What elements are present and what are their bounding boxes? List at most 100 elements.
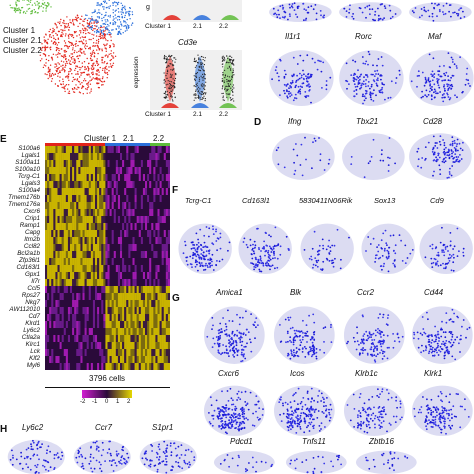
heatmap-cell bbox=[70, 272, 73, 280]
heatmap-cell bbox=[165, 300, 169, 308]
expressing-cell bbox=[461, 149, 464, 151]
expressing-cell bbox=[452, 261, 455, 264]
heatmap-cell bbox=[132, 195, 135, 203]
violin-point bbox=[221, 56, 223, 58]
heatmap-cell bbox=[149, 230, 152, 238]
expressing-cell bbox=[447, 257, 450, 260]
tsne-cell bbox=[112, 64, 114, 67]
heatmap-cell bbox=[78, 209, 81, 217]
violin-point bbox=[231, 59, 233, 61]
tsne-cell bbox=[93, 42, 95, 44]
expressing-cell bbox=[302, 336, 304, 338]
expressing-cell bbox=[197, 269, 199, 272]
heatmap-cell bbox=[80, 202, 83, 210]
heatmap-cell bbox=[103, 195, 106, 203]
expressing-cell bbox=[388, 4, 391, 7]
tsne-cell bbox=[23, 0, 25, 1]
expressing-cell bbox=[301, 338, 304, 341]
expressing-cell bbox=[456, 96, 458, 99]
tsne-cell bbox=[106, 77, 108, 79]
heatmap-cell bbox=[109, 202, 112, 210]
heatmap-cell bbox=[122, 237, 125, 245]
tsne-cell bbox=[46, 5, 49, 7]
tsne-cell bbox=[121, 4, 124, 7]
expressing-cell bbox=[448, 260, 451, 262]
tsne-cell bbox=[68, 29, 70, 31]
heatmap-cell bbox=[65, 181, 69, 189]
heatmap-cell bbox=[97, 167, 100, 175]
tsne-cell bbox=[49, 71, 51, 73]
heatmap-cell bbox=[167, 328, 170, 336]
heatmap-cell bbox=[165, 321, 169, 329]
expressing-cell bbox=[454, 338, 457, 341]
violin-point bbox=[165, 75, 167, 77]
heatmap-cell bbox=[124, 293, 127, 301]
heatmap-cell bbox=[130, 244, 133, 252]
tsne-cell bbox=[99, 36, 102, 38]
tsne-cell bbox=[76, 78, 79, 80]
heatmap-cell bbox=[153, 272, 156, 280]
expressing-cell bbox=[388, 346, 390, 349]
tsne-cell bbox=[79, 22, 81, 25]
expressing-cell bbox=[236, 350, 239, 353]
expressing-cell bbox=[379, 343, 382, 346]
expressing-cell bbox=[295, 143, 297, 145]
expressing-cell bbox=[304, 91, 307, 93]
heatmap-cell bbox=[49, 188, 52, 196]
expressing-cell bbox=[363, 176, 366, 179]
expressing-cell bbox=[422, 350, 425, 352]
heatmap-cell bbox=[155, 335, 158, 343]
tsne-cell bbox=[45, 65, 47, 67]
expressing-cell bbox=[286, 96, 289, 99]
expressing-cell bbox=[380, 239, 383, 242]
violin-point bbox=[224, 77, 226, 79]
heatmap-cell bbox=[70, 286, 73, 294]
expressing-cell bbox=[438, 86, 441, 89]
heatmap-cell bbox=[47, 202, 50, 210]
expressing-cell bbox=[352, 13, 354, 15]
heatmap-cell bbox=[140, 195, 144, 203]
expressing-cell bbox=[433, 340, 436, 343]
expressing-cell bbox=[453, 256, 455, 259]
heatmap-cell bbox=[47, 230, 50, 238]
violin-point bbox=[165, 56, 167, 58]
heatmap-cell bbox=[105, 181, 108, 189]
tsne-cell bbox=[56, 47, 59, 49]
tsne-cell bbox=[109, 63, 112, 65]
heatmap-cell bbox=[84, 342, 87, 350]
heatmap-cell bbox=[82, 349, 85, 357]
expressing-cell bbox=[330, 324, 332, 326]
violin-point bbox=[165, 96, 167, 98]
expressing-cell bbox=[260, 260, 263, 262]
heatmap-cell bbox=[86, 293, 89, 301]
violin-point bbox=[194, 79, 196, 81]
tsne-cell bbox=[100, 31, 103, 33]
expressing-cell bbox=[242, 241, 245, 243]
heatmap-cell bbox=[84, 216, 87, 224]
expressing-cell bbox=[441, 251, 444, 253]
expressing-cell bbox=[307, 351, 310, 354]
heatmap-cell bbox=[120, 153, 123, 161]
expressing-cell bbox=[420, 8, 423, 10]
heatmap-cell bbox=[142, 258, 146, 266]
expressing-cell bbox=[416, 150, 419, 153]
heatmap-cell bbox=[130, 174, 133, 182]
tsne-cell bbox=[92, 77, 95, 79]
violin-point bbox=[204, 92, 206, 94]
expressing-cell bbox=[387, 164, 390, 166]
expressing-cell bbox=[450, 174, 453, 177]
heatmap-cell bbox=[45, 265, 48, 273]
heatmap-cell bbox=[92, 342, 96, 350]
tsne-cell bbox=[104, 37, 106, 40]
expressing-cell bbox=[377, 73, 380, 75]
tsne-cell bbox=[92, 63, 94, 65]
expressing-cell bbox=[245, 310, 247, 313]
heatmap-cell bbox=[157, 328, 160, 336]
heatmap-cell bbox=[47, 146, 50, 154]
heatmap-cell bbox=[45, 160, 48, 168]
tsne-cell bbox=[46, 43, 49, 45]
heatmap-cell bbox=[65, 307, 69, 315]
expressing-cell bbox=[376, 69, 379, 72]
heatmap-cell bbox=[101, 167, 104, 175]
heatmap-cell bbox=[113, 160, 117, 168]
